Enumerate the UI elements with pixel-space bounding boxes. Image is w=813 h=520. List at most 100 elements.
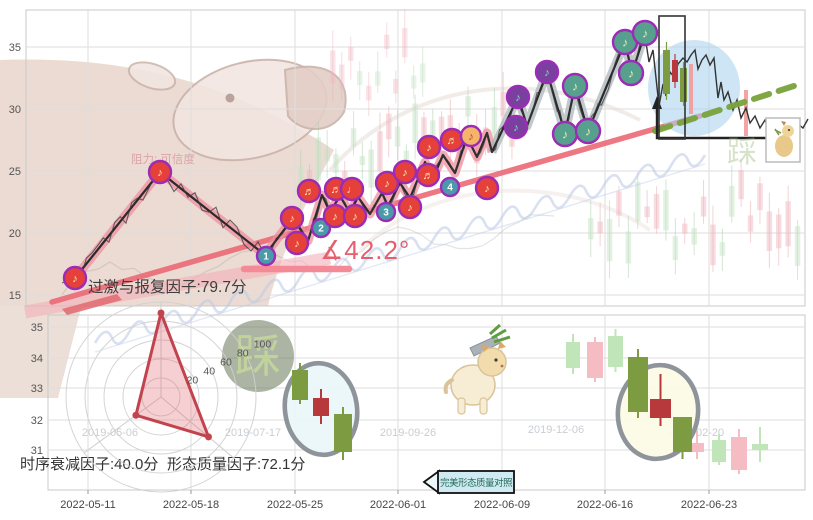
radar-scale-label: 20 [187,374,199,386]
faded-candle-body [700,196,707,217]
marker-circle [339,176,365,202]
faded-candle-body [377,131,383,172]
marker-circle [375,201,397,223]
y-tick-label: 33 [31,383,43,395]
marker-circle [342,203,368,229]
marker-note-icon: ♪ [402,167,408,179]
marker-note-icon: ♬ [423,170,434,182]
wave-marker: ♪ [617,59,645,87]
faded-candle-body [421,117,427,141]
resistance-watermark-text: 阻力: 可信度 [131,152,195,166]
marker-circle [617,59,645,87]
faded-candle-body [324,148,330,162]
dog-eye [225,93,235,103]
radar-scale-label: 60 [220,357,232,369]
faded-candle-body [438,116,445,148]
mini-dog-thumbnail[interactable] [765,117,801,163]
wave-marker: 4 [439,176,461,198]
perfect-pattern-callout[interactable]: 完美形态质量对照 [422,469,515,495]
marker-circle [374,170,400,196]
faded-candle-body [350,128,357,147]
radar-vertex-dot [157,309,165,317]
faded-candle-body [384,34,390,50]
radar-spoke [83,396,162,454]
faded-candle-body [333,154,339,173]
y-tick-label: 34 [31,353,43,365]
marker-circle [574,117,602,145]
dog-with-leek-image [443,323,511,415]
y-tick-label: 35 [31,322,43,334]
overreaction-factor-label: 过激与报复因子:79.7分 [88,278,246,296]
faded-candle-body [412,103,418,144]
faded-candle-body [366,85,372,101]
wave-markers: ♪ ♪ 1 ♪ ♬ ♪ 2 ♬ ♩ ♪ ♪ ♪ 3 ♪ ♪ ♬ ♪ 4 ♬ ♪ ♪ ♪ ♪ ♪ ♪ ♪ ♪ ♪ ♪ ♪ [62,19,659,291]
radar-scale-label: 80 [237,348,249,360]
faded-candle-body [785,201,791,247]
faded-candle-body [738,170,744,200]
wave-marker: ♪ [62,265,88,291]
ghost-date-label: 2019-09-26 [380,427,436,439]
inset-axis [655,102,796,140]
faded-candle-body [682,223,688,234]
dog-nose [500,364,504,368]
wave-marker: 3 [375,201,397,223]
generated-overlay: ♪ ♪ 1 ♪ ♬ ♪ 2 ♬ ♩ ♪ ♪ ♪ 3 ♪ ♪ ♬ ♪ 4 ♬ ♪ ♪ ♪ ♪ ♪ ♪ ♪ ♪ ♪ ♪ ♪ 20 40 60 80 10… [62,19,768,493]
wave-marker: ♪ [284,230,310,256]
marker-circle [392,159,418,185]
candle-body [731,437,747,470]
faded-candle-body [430,120,436,148]
wave-marker: ♪ [374,170,400,196]
wave-marker: ♬ [439,127,465,153]
marker-circle [284,230,310,256]
wave-marker: ♪ [631,19,659,47]
marker-note-icon: ♪ [484,183,490,195]
marker-note-icon: ♪ [384,178,390,190]
marker-note-icon: ♬ [304,186,315,198]
faded-candle-body [315,137,322,181]
marker-circle [474,175,500,201]
ghost-date-label: 2019-12-06 [528,424,584,436]
x-tick-label: 2022-05-18 [163,499,219,511]
marker-circle [631,19,659,47]
faded-candle-body [691,228,697,245]
marker-note-icon: ♪ [562,127,568,141]
faded-candle-body [420,63,426,83]
wave-marker: ♬ [415,162,441,188]
marker-note-icon: ♪ [426,142,432,154]
y-tick-label: 30 [9,104,21,116]
faded-candle-body [625,231,632,264]
faded-candle-body [465,96,471,117]
marker-circle [459,124,483,148]
faded-candle-body [729,185,735,217]
faded-candle-body [606,218,613,262]
marker-circle [415,162,441,188]
candle-body [334,414,352,452]
plot-border [47,314,806,491]
marker-number: 4 [447,183,453,194]
y-tick-label: 25 [9,166,21,178]
wave-marker: ♪ [322,203,348,229]
marker-note-icon: ♪ [572,79,578,93]
dog-leg [479,397,488,415]
candle-body [752,444,768,450]
faded-candle-body [710,224,716,266]
bottom-chart-grid: 35 34 33 32 31 [31,314,806,491]
wave-marker: ♪ [561,72,589,100]
wave-marker: ♪ [392,159,418,185]
red-stripe-decoration [62,294,122,315]
marker-number: 2 [318,224,324,235]
x-tick-label: 2022-05-11 [60,499,115,511]
marker-note-icon: ♪ [642,26,648,40]
candle-body [608,336,623,367]
wave-marker: ♪ [503,114,529,140]
candle-pattern-2 [615,349,701,462]
marker-circle [534,59,560,85]
marker-circle [279,205,305,231]
y-tick-label: 15 [9,290,21,302]
marker-note-icon: ♪ [332,211,338,223]
marker-note-icon: ♪ [544,67,550,79]
faded-candle-body [766,211,773,252]
candle-body [628,357,648,412]
faded-candle-body [357,71,363,86]
